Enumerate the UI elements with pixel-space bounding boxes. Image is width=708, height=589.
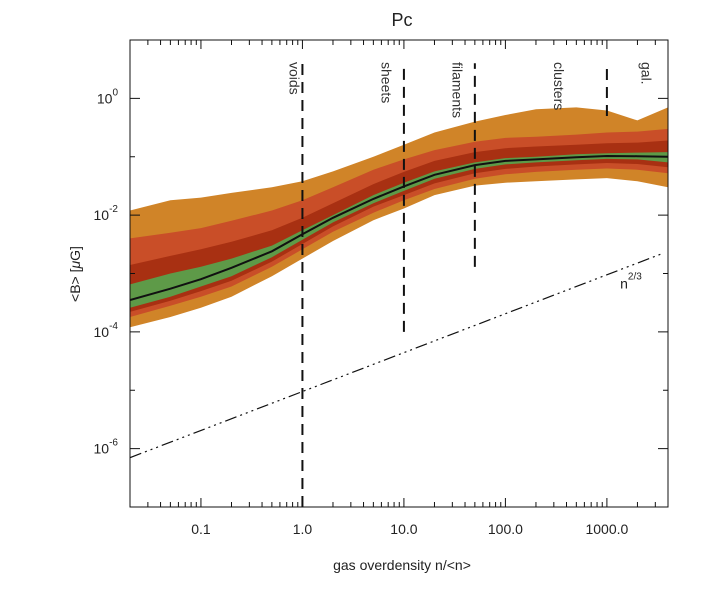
region-label-gal: gal. bbox=[639, 62, 655, 85]
x-tick-label: 10.0 bbox=[390, 521, 417, 537]
region-label-filaments: filaments bbox=[449, 62, 465, 118]
y-axis-title-unit-symbol: μ bbox=[67, 260, 83, 269]
plot-area: voids sheets filaments clusters gal. n2/3 0.1 1… bbox=[94, 39, 669, 537]
y-tick-label-base: 10 bbox=[97, 90, 113, 106]
plot-content bbox=[130, 63, 668, 507]
y-tick-label: 10-2 bbox=[94, 204, 119, 223]
x-tick-label: 1.0 bbox=[293, 521, 313, 537]
y-tick-label-exponent: -2 bbox=[109, 204, 118, 215]
y-tick-label: 10-6 bbox=[94, 438, 119, 457]
y-tick-label-base: 10 bbox=[94, 441, 110, 457]
y-tick-label-base: 10 bbox=[94, 207, 110, 223]
y-axis-title-prefix: <B> [ bbox=[67, 268, 83, 302]
x-axis-title: gas overdensity n/<n> bbox=[333, 557, 471, 573]
region-label-clusters: clusters bbox=[551, 62, 567, 110]
region-label-sheets: sheets bbox=[378, 62, 394, 103]
reference-line-label: n2/3 bbox=[620, 272, 642, 292]
reference-line-label-exponent: 2/3 bbox=[628, 272, 642, 283]
band-outer-mid bbox=[130, 128, 668, 317]
y-axis-title: <B> [μG] bbox=[67, 246, 83, 302]
band-inner bbox=[130, 152, 668, 308]
y-tick-label: 10-4 bbox=[94, 321, 119, 340]
chart-title: Pc bbox=[391, 10, 412, 30]
y-tick-label-exponent: -4 bbox=[109, 321, 118, 332]
y-axis-title-suffix: G] bbox=[67, 246, 83, 261]
region-label-voids: voids bbox=[287, 62, 303, 95]
reference-line-label-base: n bbox=[620, 276, 628, 292]
x-tick-label: 1000.0 bbox=[585, 521, 628, 537]
y-tick-label-exponent: -6 bbox=[109, 438, 118, 449]
x-tick-label: 0.1 bbox=[191, 521, 211, 537]
y-tick-label-base: 10 bbox=[94, 324, 110, 340]
x-tick-label: 100.0 bbox=[488, 521, 523, 537]
y-tick-label: 100 bbox=[97, 87, 119, 106]
y-tick-label-exponent: 0 bbox=[112, 87, 118, 98]
